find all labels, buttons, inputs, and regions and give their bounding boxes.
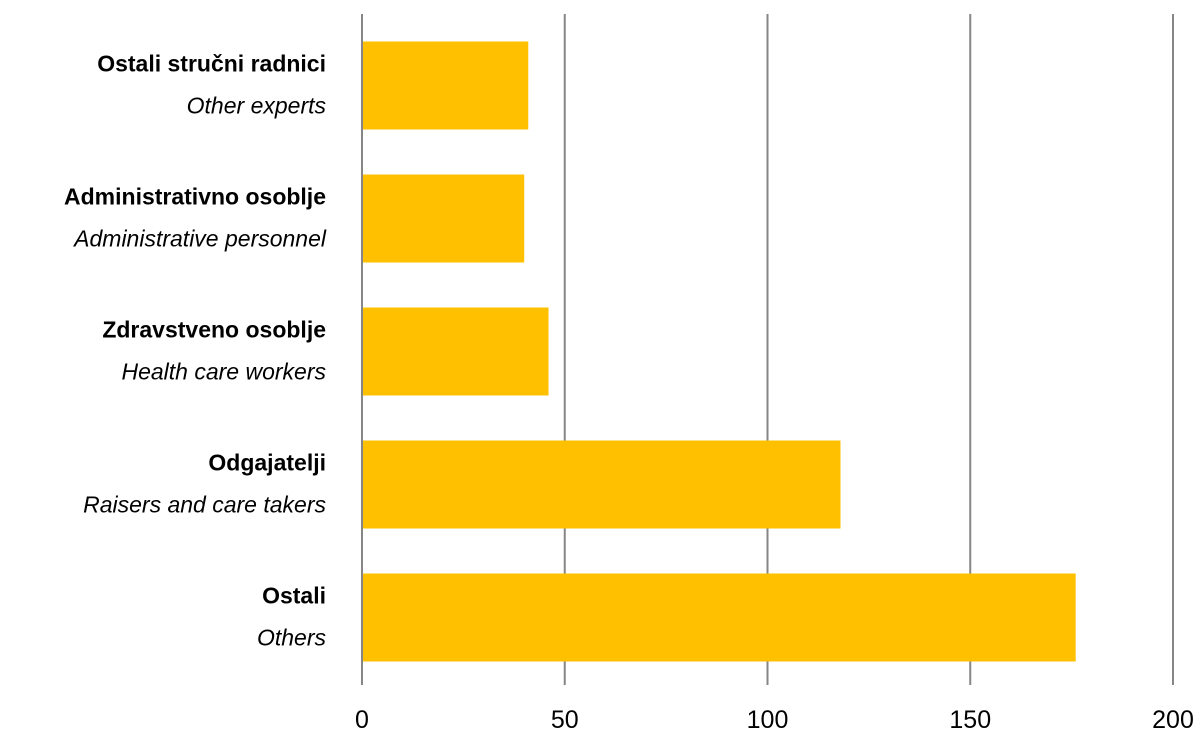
x-tick-label: 50 — [551, 706, 579, 734]
bar — [362, 174, 525, 263]
x-tick-label: 0 — [355, 706, 369, 734]
x-tick-label: 200 — [1152, 706, 1194, 734]
category-sublabel: Raisers and care takers — [83, 492, 326, 518]
bars — [361, 14, 1076, 685]
bar — [362, 440, 841, 529]
x-tick-label: 150 — [949, 706, 991, 734]
bar — [362, 41, 529, 130]
category-sublabel: Administrative personnel — [72, 226, 327, 252]
category-label: Zdravstveno osoblje — [102, 317, 326, 343]
category-label: Administrativno osoblje — [64, 184, 326, 210]
category-sublabel: Others — [257, 625, 327, 651]
bar — [362, 307, 549, 396]
category-label: Ostali stručni radnici — [97, 51, 326, 77]
category-sublabel: Other experts — [187, 93, 327, 119]
category-label: Odgajatelji — [208, 450, 326, 476]
category-sublabel: Health care workers — [121, 359, 326, 385]
category-label: Ostali — [262, 583, 326, 609]
bar — [362, 573, 1076, 662]
category-labels: Ostali stručni radnici Other experts Admin… — [64, 51, 327, 651]
x-tick-label: 100 — [747, 706, 789, 734]
x-axis-tick-labels: 0 50 100 150 200 — [355, 706, 1194, 734]
